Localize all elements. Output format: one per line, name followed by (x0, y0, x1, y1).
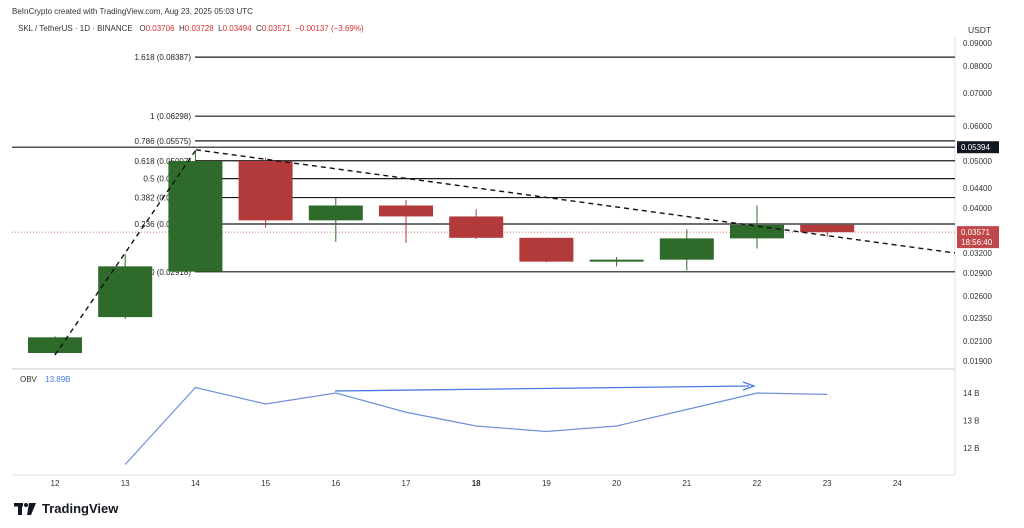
fib-level-label: 0.618 (0.05007) (135, 157, 192, 166)
candlestick[interactable] (238, 161, 293, 221)
obv-axis-tick: 13 B (963, 417, 979, 426)
obv-value: 13.89B (45, 375, 71, 384)
obv-axis-tick: 14 B (963, 389, 979, 398)
time-axis-label: 16 (331, 479, 340, 488)
candlestick[interactable] (98, 266, 153, 318)
obv-arrowhead (742, 381, 756, 391)
time-axis-label: 15 (261, 479, 270, 488)
currency-label: USDT (968, 25, 992, 35)
price-axis-tick: 0.02350 (963, 314, 992, 323)
ohlc-close-label: C (255, 24, 262, 33)
time-axis-label: 23 (823, 479, 832, 488)
price-axis-tick: 0.08000 (963, 62, 992, 71)
tradingview-brand[interactable]: TradingView (14, 501, 118, 516)
obv-line[interactable] (124, 386, 828, 465)
price-axis-tick: 0.09000 (963, 39, 992, 48)
current-price-tag (957, 226, 999, 249)
candle-countdown: 18:56:40 (961, 238, 993, 247)
candlestick[interactable] (519, 237, 574, 262)
symbol-legend: SKL / TetherUS · 1D · BINANCE O0.03706 H… (18, 24, 364, 33)
falling-trendline[interactable] (195, 149, 956, 254)
tradingview-logo-icon (14, 502, 36, 515)
price-axis-tick: 0.07000 (963, 89, 992, 98)
time-axis-label: 18 (472, 479, 481, 488)
price-axis-tick: 0.03200 (963, 249, 992, 258)
highlight-price-text: 0.05394 (961, 143, 990, 152)
symbol-name[interactable]: SKL / TetherUS · 1D · BINANCE (18, 24, 133, 33)
current-price-text: 0.03571 (961, 228, 990, 237)
price-axis-tick: 0.02100 (963, 337, 992, 346)
fib-level-label: 0.786 (0.05575) (135, 137, 192, 146)
fib-level-label: 1.618 (0.08387) (135, 53, 192, 62)
obv-label: OBV (20, 375, 37, 384)
price-axis-tick: 0.02900 (963, 269, 992, 278)
time-axis-label: 22 (753, 479, 762, 488)
fib-level-label: 0.5 (0.04609) (143, 175, 191, 184)
candlestick[interactable] (730, 224, 784, 239)
fib-level-label: 1 (0.06298) (150, 112, 191, 121)
price-axis-tick: 0.06000 (963, 122, 992, 131)
rising-trendline[interactable] (54, 149, 197, 356)
time-axis-label: 14 (191, 479, 200, 488)
time-axis-label: 17 (402, 479, 411, 488)
candlestick[interactable] (168, 161, 223, 272)
fib-level-label: 0 (0.02918) (150, 268, 191, 277)
ohlc-change: −0.00137 (−3.69%) (295, 24, 364, 33)
time-axis-label: 12 (51, 479, 60, 488)
time-axis-label: 21 (682, 479, 691, 488)
price-axis-tick: 0.01900 (963, 357, 992, 366)
candlestick[interactable] (659, 238, 714, 260)
fib-level-label: 0.236 (0.03716) (135, 220, 192, 229)
price-axis-tick: 0.04400 (963, 184, 992, 193)
highlight-price-tag (957, 141, 999, 154)
obv-trend-arrow[interactable] (334, 385, 750, 392)
candlestick[interactable] (28, 337, 82, 353)
obv-legend: OBV 13.89B (20, 375, 71, 384)
candlestick[interactable] (589, 259, 644, 262)
time-axis-label: 19 (542, 479, 551, 488)
candlestick[interactable] (379, 205, 433, 217)
ohlc-open: 0.03706 (145, 24, 175, 33)
chart-credit: BeInCrypto created with TradingView.com,… (12, 7, 253, 16)
tradingview-brand-name: TradingView (42, 501, 119, 516)
time-axis-label: 20 (612, 479, 621, 488)
time-axis-label: 24 (893, 479, 902, 488)
price-axis-tick: 0.05000 (963, 157, 992, 166)
candlestick[interactable] (800, 224, 855, 233)
candlestick[interactable] (449, 216, 504, 238)
ohlc-open-label: O (139, 24, 146, 33)
candlestick[interactable] (308, 205, 363, 221)
price-axis-tick: 0.02600 (963, 292, 992, 301)
ohlc-low-label: L (218, 24, 223, 33)
ohlc-high: 0.03728 (184, 24, 214, 33)
ohlc-high-label: H (178, 24, 185, 33)
obv-axis-tick: 12 B (963, 444, 979, 453)
price-axis-tick: 0.04000 (963, 204, 992, 213)
ohlc-close: 0.03571 (261, 24, 291, 33)
time-axis-label: 13 (121, 479, 130, 488)
ohlc-low: 0.03494 (222, 24, 252, 33)
